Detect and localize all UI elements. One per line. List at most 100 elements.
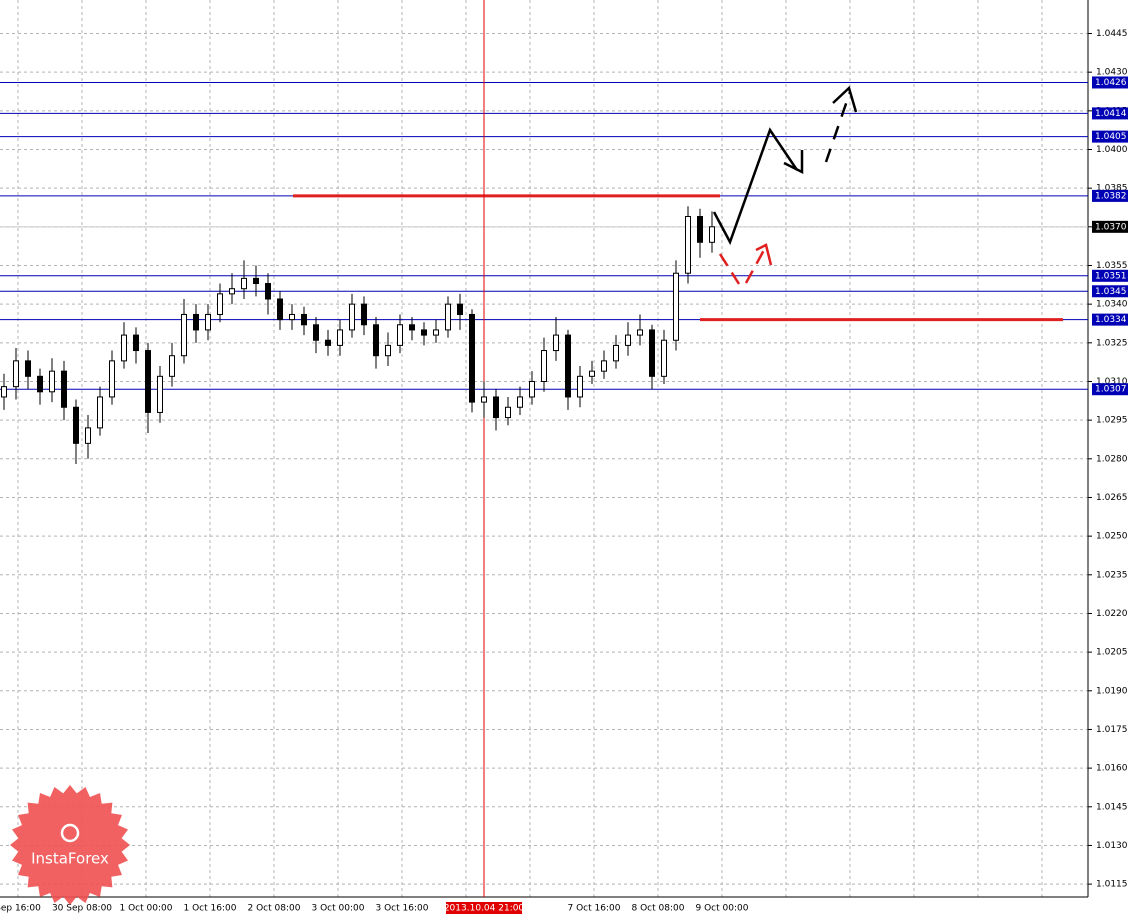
candle-body — [97, 396, 103, 429]
y-tick-label: 1.0130 — [1096, 841, 1128, 851]
candle-body — [349, 303, 355, 331]
candle-body — [253, 277, 259, 285]
y-tick-label: 1.0280 — [1096, 454, 1128, 464]
x-tick-label: 30 Sep 08:00 — [52, 904, 112, 914]
y-tick-label: 1.0160 — [1096, 764, 1128, 774]
candle-body — [505, 406, 511, 419]
candle-body — [145, 350, 151, 413]
current-price-box — [1092, 220, 1128, 233]
x-tick-label: 8 Oct 08:00 — [632, 904, 685, 914]
candle-body — [85, 427, 91, 444]
y-tick-label: 1.0295 — [1096, 416, 1128, 426]
candle-body — [541, 350, 547, 382]
candle-body — [673, 272, 679, 341]
candle-body — [457, 303, 463, 315]
candle-body — [709, 226, 715, 243]
candle-body — [73, 406, 79, 444]
logo-badge — [10, 785, 130, 905]
level-label-box — [1092, 107, 1128, 120]
logo-icon — [60, 823, 80, 843]
arrow-head — [832, 85, 858, 113]
candle-body — [109, 360, 115, 398]
candle-body — [589, 370, 595, 377]
arrow-head — [755, 243, 773, 266]
candle-body — [193, 313, 199, 331]
candle-body — [397, 324, 403, 346]
candle-body — [565, 334, 571, 398]
candle-body — [13, 360, 19, 388]
candle-body — [685, 216, 691, 274]
candle-body — [493, 396, 499, 419]
candle-body — [265, 283, 271, 300]
candle-body — [277, 298, 283, 321]
level-label: 1.0382 — [1095, 191, 1127, 201]
level-label: 1.0351 — [1095, 271, 1127, 281]
candle-body — [433, 329, 439, 336]
x-tick-label: 1 Oct 16:00 — [184, 904, 237, 914]
candle-body — [133, 334, 139, 352]
candle-body — [529, 380, 535, 398]
candle-body — [301, 313, 307, 326]
candle-body — [157, 375, 163, 413]
alt-arrow — [744, 249, 766, 284]
candle-body — [409, 324, 415, 331]
current-price-label: 1.0370 — [1095, 222, 1127, 232]
candle-body — [49, 370, 55, 393]
level-label: 1.0426 — [1095, 78, 1127, 88]
x-tick-label: 2 Oct 08:00 — [248, 904, 301, 914]
level-label-box — [1092, 313, 1128, 326]
candle-body — [445, 303, 451, 331]
level-label: 1.0307 — [1095, 385, 1127, 395]
candle-body — [577, 375, 583, 398]
x-tick-label: 3 Oct 16:00 — [376, 904, 429, 914]
x-tick-label: 1 Oct 00:00 — [120, 904, 173, 914]
candle-body — [481, 396, 487, 403]
forecast-arrows — [712, 85, 858, 285]
level-label: 1.0405 — [1095, 132, 1127, 142]
level-label-box — [1092, 130, 1128, 143]
candle-body — [241, 277, 247, 290]
candle-body — [625, 334, 631, 346]
candle-body — [613, 344, 619, 362]
candle-body — [229, 288, 235, 295]
cursor-label: 2013.10.04 21:00 — [444, 904, 525, 914]
y-tick-label: 1.0310 — [1096, 377, 1128, 387]
candle-body — [205, 313, 211, 331]
y-tick-label: 1.0220 — [1096, 609, 1128, 619]
forecast-arrow-dashed — [824, 91, 852, 163]
y-tick-label: 1.0385 — [1096, 184, 1128, 194]
level-label-box — [1092, 285, 1128, 298]
candle-body — [469, 313, 475, 403]
y-tick-label: 1.0400 — [1096, 145, 1128, 155]
candle-body — [169, 355, 175, 377]
candle-body — [637, 329, 643, 336]
y-tick-label: 1.0190 — [1096, 686, 1128, 696]
candle-body — [121, 334, 127, 362]
y-tick-label: 1.0355 — [1096, 261, 1128, 271]
level-label-box — [1092, 383, 1128, 396]
y-tick-label: 1.0325 — [1096, 338, 1128, 348]
candle-body — [649, 329, 655, 377]
x-tick-label: 7 Oct 16:00 — [568, 904, 621, 914]
y-tick-label: 1.0250 — [1096, 532, 1128, 542]
candle-body — [361, 303, 367, 326]
alt-arrow — [718, 253, 741, 285]
forecast-arrow — [712, 127, 799, 246]
y-tick-label: 1.0115 — [1096, 880, 1128, 890]
cursor-label-box — [446, 902, 522, 914]
candle-body — [373, 324, 379, 357]
candle-body — [661, 339, 667, 377]
candle-body — [385, 344, 391, 357]
level-label: 1.0414 — [1095, 109, 1127, 119]
candle-body — [601, 360, 607, 372]
y-tick-label: 1.0205 — [1096, 648, 1128, 658]
y-tick-label: 1.0430 — [1096, 68, 1128, 78]
y-tick-label: 1.0175 — [1096, 725, 1128, 735]
level-label-box — [1092, 269, 1128, 282]
candle-body — [217, 293, 223, 315]
level-label: 1.0345 — [1095, 287, 1127, 297]
candle-body — [517, 396, 523, 408]
candle-body — [337, 329, 343, 346]
x-tick-label: Sep 16:00 — [0, 904, 41, 914]
